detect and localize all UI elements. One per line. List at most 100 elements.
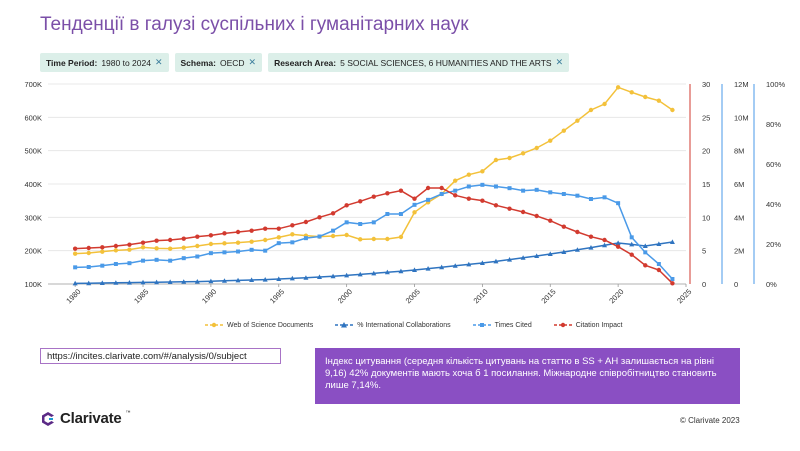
data-point bbox=[249, 239, 254, 244]
data-point bbox=[303, 275, 309, 280]
legend-marker-circle-icon bbox=[553, 322, 572, 328]
right-axis-tick-label: 4M bbox=[734, 213, 744, 222]
data-point bbox=[317, 234, 322, 239]
right-axis-tick-label: 40% bbox=[766, 200, 781, 209]
legend-item-times-cited[interactable]: Times Cited bbox=[472, 321, 532, 329]
data-point bbox=[602, 242, 608, 248]
data-point bbox=[616, 201, 621, 206]
data-point bbox=[466, 196, 472, 201]
data-point bbox=[371, 194, 376, 199]
data-point bbox=[222, 231, 227, 236]
data-point bbox=[453, 178, 458, 183]
data-point bbox=[167, 237, 173, 243]
data-point bbox=[493, 203, 499, 208]
source-url[interactable]: https://incites.clarivate.com/#/analysis… bbox=[40, 348, 281, 364]
data-point bbox=[412, 210, 417, 215]
data-point bbox=[330, 211, 336, 216]
series-line bbox=[75, 187, 673, 284]
data-point bbox=[561, 249, 567, 254]
x-tick-label: 2020 bbox=[607, 287, 625, 305]
data-point bbox=[127, 242, 132, 247]
legend-label: Times Cited bbox=[494, 321, 532, 329]
right-axis-tick-label: 12M bbox=[734, 80, 749, 89]
info-box: Індекс цитування (середня кількість циту… bbox=[315, 348, 740, 404]
y-tick-label: 400K bbox=[24, 180, 42, 189]
filter-label: Schema: bbox=[180, 57, 216, 68]
y-tick-label: 300K bbox=[24, 213, 42, 222]
data-point bbox=[588, 197, 593, 201]
data-point bbox=[534, 187, 539, 192]
data-point bbox=[86, 245, 91, 251]
data-point bbox=[330, 233, 336, 239]
data-point bbox=[425, 266, 431, 271]
data-point bbox=[100, 245, 105, 250]
data-point bbox=[643, 250, 648, 255]
data-point bbox=[316, 274, 322, 279]
data-point bbox=[412, 196, 417, 201]
right-axis-tick-label: 20 bbox=[702, 147, 710, 156]
data-point bbox=[276, 241, 281, 246]
data-point bbox=[588, 107, 594, 113]
right-axis-tick-label: 60% bbox=[766, 160, 781, 169]
data-point bbox=[113, 248, 119, 253]
data-point bbox=[643, 94, 648, 100]
close-icon[interactable]: ✕ bbox=[555, 57, 564, 67]
data-point bbox=[208, 278, 214, 284]
filter-time-period[interactable]: Time Period: 1980 to 2024 ✕ bbox=[40, 53, 169, 72]
filter-schema[interactable]: Schema: OECD ✕ bbox=[174, 53, 263, 72]
data-point bbox=[331, 228, 336, 233]
data-point bbox=[86, 280, 92, 286]
data-point bbox=[453, 188, 458, 193]
data-point bbox=[86, 265, 91, 269]
data-point bbox=[520, 255, 526, 260]
data-point bbox=[656, 262, 661, 266]
data-point bbox=[371, 270, 377, 276]
data-point bbox=[412, 267, 418, 272]
data-point bbox=[181, 279, 187, 284]
right-axis-tick-label: 0 bbox=[702, 280, 706, 289]
data-point bbox=[113, 262, 118, 266]
data-point bbox=[236, 249, 241, 254]
data-point bbox=[276, 226, 281, 231]
x-tick-label: 2000 bbox=[336, 287, 354, 305]
right-axis-tick-label: 20% bbox=[766, 240, 781, 249]
data-point bbox=[479, 260, 485, 265]
x-tick-label: 1985 bbox=[132, 287, 150, 305]
filter-research-area[interactable]: Research Area: 5 SOCIAL SCIENCES, 6 HUMA… bbox=[268, 53, 570, 72]
data-point bbox=[344, 272, 350, 278]
legend-item-intl[interactable]: % International Collaborations bbox=[335, 321, 451, 329]
x-tick-label: 2010 bbox=[472, 287, 490, 305]
data-point bbox=[141, 258, 146, 263]
right-axis-tick-label: 2M bbox=[734, 247, 744, 256]
data-point bbox=[493, 258, 499, 264]
legend-item-wos[interactable]: Web of Science Documents bbox=[205, 321, 313, 329]
data-point bbox=[344, 203, 349, 208]
data-point bbox=[140, 240, 146, 245]
data-point bbox=[167, 279, 173, 284]
right-axis-tick-label: 30 bbox=[702, 80, 710, 89]
data-point bbox=[168, 258, 173, 263]
data-point bbox=[72, 251, 78, 256]
data-point bbox=[534, 145, 539, 151]
data-point bbox=[466, 172, 472, 177]
y-tick-label: 600K bbox=[24, 113, 42, 122]
data-point bbox=[520, 151, 526, 156]
legend-item-citation-impact[interactable]: Citation Impact bbox=[553, 321, 622, 329]
close-icon[interactable]: ✕ bbox=[248, 57, 257, 67]
y-tick-label: 100K bbox=[24, 280, 42, 289]
close-icon[interactable]: ✕ bbox=[154, 57, 163, 67]
data-point bbox=[235, 277, 241, 283]
data-point bbox=[575, 118, 580, 123]
data-point bbox=[534, 213, 539, 219]
data-point bbox=[534, 253, 540, 258]
data-point bbox=[548, 218, 553, 223]
chart-legend: Web of Science Documents % International… bbox=[205, 321, 622, 329]
data-point bbox=[615, 85, 621, 90]
data-point bbox=[643, 263, 648, 268]
data-point bbox=[466, 184, 471, 189]
data-point bbox=[99, 280, 105, 285]
filter-value: 1980 to 2024 bbox=[101, 57, 151, 68]
data-point bbox=[629, 252, 634, 257]
data-point bbox=[507, 257, 513, 262]
